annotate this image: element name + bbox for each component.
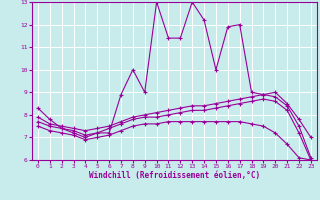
X-axis label: Windchill (Refroidissement éolien,°C): Windchill (Refroidissement éolien,°C) xyxy=(89,171,260,180)
